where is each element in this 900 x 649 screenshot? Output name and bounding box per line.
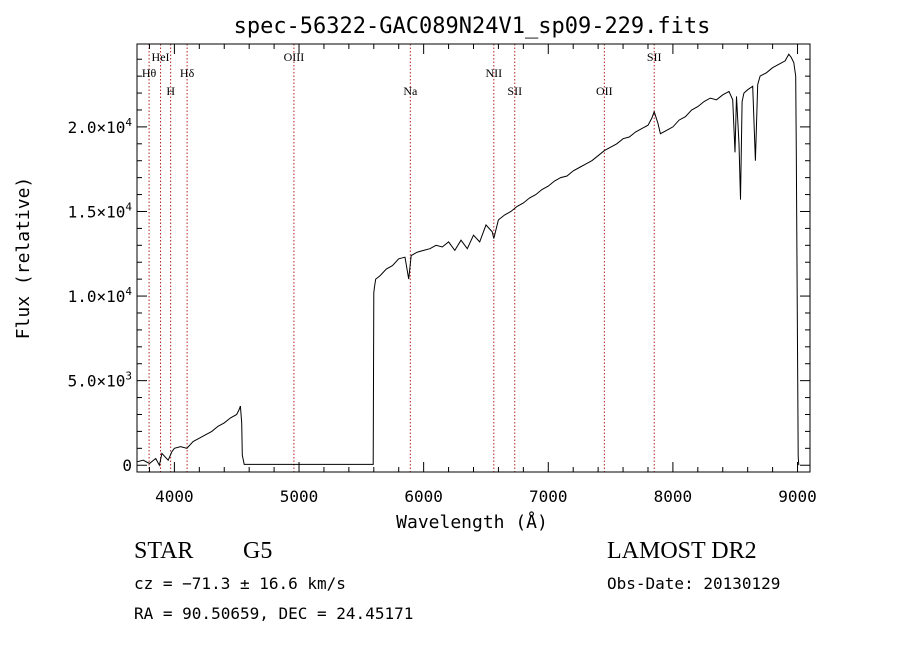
survey-name: LAMOST DR2 <box>607 538 757 564</box>
marker-label-7: SII <box>507 84 522 98</box>
coordinates: RA = 90.50659, DEC = 24.45171 <box>134 604 414 623</box>
plot-frame <box>136 43 811 473</box>
y-tick-label-1: 5.0×103 <box>68 370 132 391</box>
y-axis: 0 5.0×103 1.0×104 1.5×104 2.0×104 <box>68 58 810 475</box>
x-tick-label-3: 7000 <box>529 487 568 506</box>
object-class: STAR <box>134 538 194 564</box>
y-tick-label-4: 2.0×104 <box>68 116 133 137</box>
marker-label-9: SII <box>647 50 662 64</box>
y-tick-label-2: 1.0×104 <box>68 285 133 306</box>
marker-label-3: Hδ <box>180 66 195 80</box>
obs-date: Obs-Date: 20130129 <box>607 574 781 593</box>
x-tick-label-1: 5000 <box>280 487 319 506</box>
y-axis-label: Flux (relative) <box>13 177 34 340</box>
x-tick-label-4: 8000 <box>654 487 693 506</box>
marker-label-2: H <box>166 84 175 98</box>
cz-value: cz = −71.3 ± 16.6 km/s <box>134 574 346 593</box>
x-axis: 4000 5000 6000 7000 8000 9000 <box>148 44 817 506</box>
x-tick-label-0: 4000 <box>155 487 194 506</box>
marker-label-8: OII <box>596 84 613 98</box>
marker-label-0: Hθ <box>142 66 157 80</box>
marker-label-5: Na <box>403 84 418 98</box>
chart-title: spec-56322-GAC089N24V1_sp09-229.fits <box>234 14 711 39</box>
object-subclass: G5 <box>243 538 273 564</box>
marker-label-4: OIII <box>284 50 305 64</box>
x-axis-label: Wavelength (Å) <box>396 511 548 533</box>
marker-label-1: HeI <box>152 50 170 64</box>
marker-label-6: NII <box>485 66 502 80</box>
y-tick-label-0: 0 <box>122 456 132 475</box>
spectrum-line <box>136 53 800 467</box>
y-tick-label-3: 1.5×104 <box>68 200 133 221</box>
x-tick-label-2: 6000 <box>404 487 443 506</box>
x-tick-label-5: 9000 <box>778 487 817 506</box>
